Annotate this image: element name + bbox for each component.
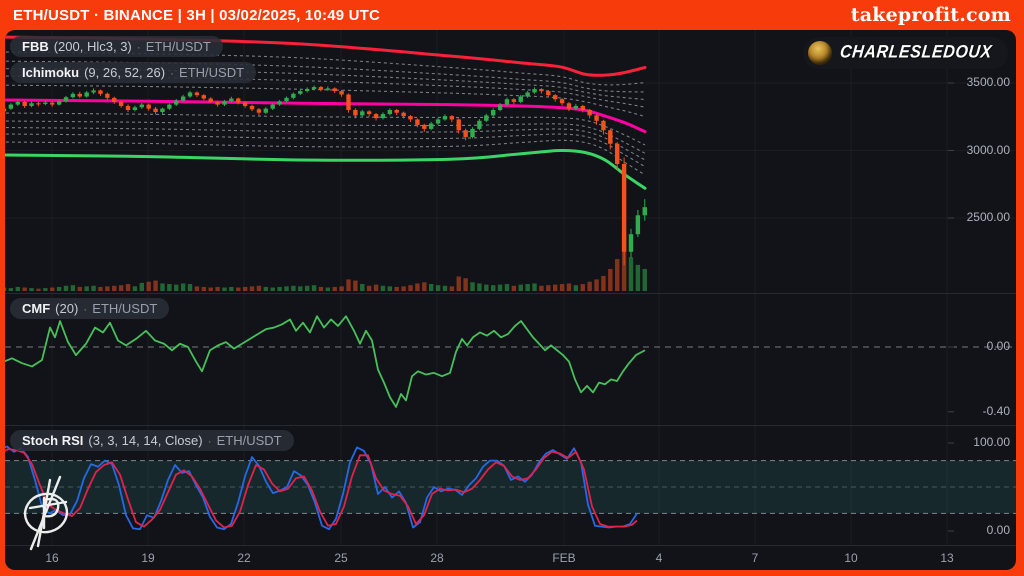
indicator-symbol: ETH/USDT — [92, 301, 158, 316]
stoch-label-0: 0.00 — [986, 523, 1010, 537]
indicator-name: FBB — [22, 39, 49, 54]
time-label-7: 7 — [751, 551, 759, 565]
chart-title: ETH/USDT · BINANCE | 3H | 03/02/2025, 10… — [13, 6, 381, 24]
indicator-symbol: ETH/USDT — [179, 65, 245, 80]
time-label-10: 10 — [844, 551, 858, 565]
time-label-13: 13 — [940, 551, 954, 565]
time-label-FEB: FEB — [552, 551, 576, 565]
indicator-name: Stoch RSI — [22, 433, 84, 448]
brand-logo-text: takeprofit.com — [850, 4, 1011, 26]
indicator-params: (200, Hlc3, 3) — [53, 39, 132, 54]
cmf-label-0: 0.00 — [986, 339, 1010, 353]
avatar — [808, 41, 833, 65]
time-label-19: 19 — [141, 551, 155, 565]
indicator-symbol: ETH/USDT — [216, 433, 282, 448]
time-label-25: 25 — [334, 551, 348, 565]
price-label-2500: 2500.00 — [966, 210, 1010, 224]
indicator-label-stoch-rsi[interactable]: Stoch RSI (3, 3, 14, 14, Close) · ETH/US… — [10, 430, 294, 451]
separator-dot: · — [136, 39, 141, 54]
separator-dot: · — [83, 301, 88, 316]
indicator-name: Ichimoku — [22, 65, 80, 80]
indicator-name: CMF — [22, 301, 51, 316]
stoch-label-100: 100.00 — [973, 435, 1010, 449]
indicator-params: (9, 26, 52, 26) — [84, 65, 166, 80]
top-bar: ETH/USDT · BINANCE | 3H | 03/02/2025, 10… — [0, 0, 1024, 30]
indicator-label-fbb[interactable]: FBB (200, Hlc3, 3) · ETH/USDT — [10, 36, 223, 57]
price-label-3000: 3000.00 — [966, 142, 1010, 157]
separator-dot: · — [170, 65, 175, 80]
indicator-params: (20) — [55, 301, 79, 316]
indicator-params: (3, 3, 14, 14, Close) — [88, 433, 203, 448]
indicator-label-cmf[interactable]: CMF (20) · ETH/USDT — [10, 298, 170, 319]
time-label-4: 4 — [655, 551, 663, 565]
indicator-symbol: ETH/USDT — [145, 39, 211, 54]
username: CHARLESLEDOUX — [839, 42, 994, 62]
time-label-16: 16 — [45, 551, 59, 565]
time-label-22: 22 — [237, 551, 251, 565]
time-label-28: 28 — [430, 551, 444, 565]
cmf-label--0.4: -0.40 — [982, 403, 1010, 418]
separator-dot: · — [207, 433, 212, 448]
user-badge[interactable]: CHARLESLEDOUX — [803, 37, 1008, 69]
price-label-3500: 3500.00 — [966, 75, 1010, 89]
indicator-label-ichimoku[interactable]: Ichimoku (9, 26, 52, 26) · ETH/USDT — [10, 62, 257, 83]
